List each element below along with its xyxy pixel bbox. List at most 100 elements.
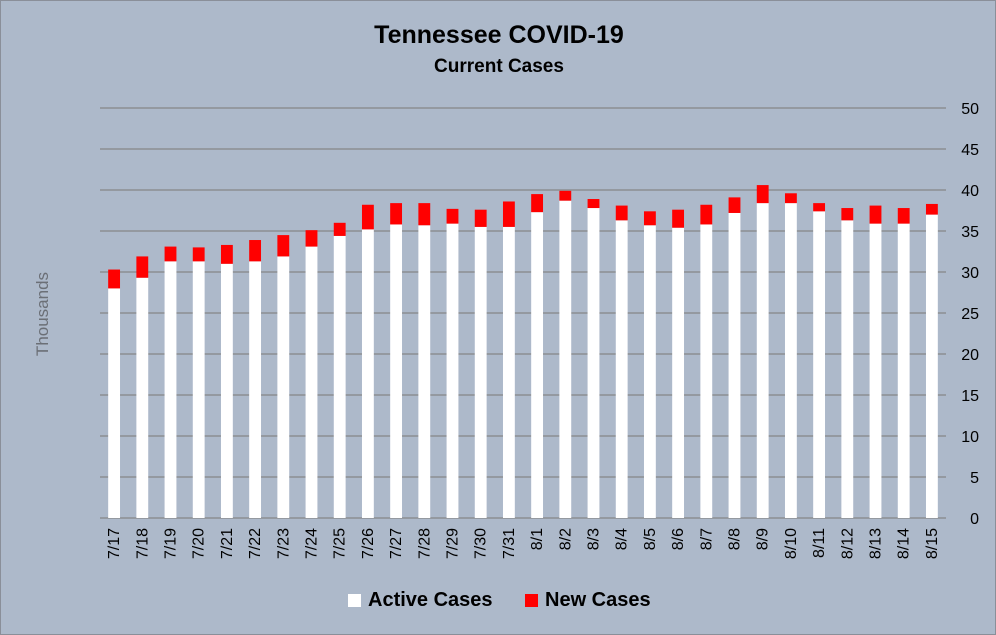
bar-new-cases (728, 197, 741, 213)
x-tick-label: 7/19 (163, 528, 180, 559)
bar-new-cases (841, 208, 854, 221)
bar-active-cases (249, 261, 262, 518)
bar-new-cases (643, 211, 656, 226)
bar-active-cases (784, 203, 797, 518)
bar-new-cases (249, 240, 262, 262)
bar-new-cases (700, 204, 713, 225)
bar-active-cases (897, 223, 910, 518)
bar-active-cases (108, 288, 121, 518)
bar-new-cases (136, 256, 149, 278)
x-tick-label: 7/21 (219, 528, 236, 559)
x-tick-label: 7/24 (304, 528, 321, 559)
y-tick-label: 25 (961, 306, 979, 323)
bar-active-cases (813, 211, 826, 518)
bar-new-cases (813, 203, 826, 212)
x-tick-label: 8/4 (614, 528, 631, 550)
bar-active-cases (756, 203, 769, 518)
x-tick-label: 8/14 (896, 528, 913, 559)
bar-active-cases (418, 225, 431, 518)
bar-active-cases (841, 220, 854, 518)
legend-item-active: Active Cases (348, 589, 493, 612)
bar-new-cases (531, 194, 544, 213)
x-tick-label: 7/20 (191, 528, 208, 559)
bar-active-cases (502, 226, 515, 518)
legend-label-new: New Cases (545, 589, 651, 611)
x-tick-label: 8/1 (529, 528, 546, 550)
bar-active-cases (446, 223, 459, 518)
bar-active-cases (643, 225, 656, 518)
bar-active-cases (672, 227, 685, 518)
y-tick-label: 30 (961, 265, 979, 282)
x-tick-label: 7/31 (501, 528, 518, 559)
x-tick-label: 8/12 (839, 528, 856, 559)
bar-active-cases (164, 261, 177, 518)
bar-active-cases (531, 212, 544, 518)
bar-active-cases (728, 212, 741, 518)
bar-active-cases (361, 229, 374, 519)
bar-new-cases (305, 230, 318, 247)
bar-new-cases (869, 205, 882, 224)
x-tick-label: 8/9 (755, 528, 772, 550)
y-tick-label: 5 (970, 470, 979, 487)
legend-swatch-new (525, 594, 538, 607)
bar-new-cases (390, 203, 403, 225)
bar-new-cases (192, 247, 205, 262)
x-tick-label: 7/26 (360, 528, 377, 559)
bar-new-cases (502, 201, 515, 227)
y-tick-label: 10 (961, 429, 979, 446)
x-tick-label: 7/27 (388, 528, 405, 559)
y-tick-label: 45 (961, 142, 979, 159)
bar-active-cases (192, 261, 205, 518)
x-tick-label: 8/13 (868, 528, 885, 559)
x-tick-label: 7/18 (134, 528, 151, 559)
bar-active-cases (277, 256, 290, 518)
bar-active-cases (305, 246, 318, 518)
bar-active-cases (559, 200, 572, 518)
bar-new-cases (897, 208, 910, 224)
x-tick-label: 7/29 (445, 528, 462, 559)
bar-new-cases (418, 203, 431, 226)
bar-new-cases (784, 193, 797, 204)
bar-new-cases (361, 204, 374, 230)
chart-title: Tennessee COVID-19 (374, 21, 624, 49)
bar-active-cases (220, 263, 233, 518)
bar-new-cases (277, 235, 290, 257)
x-tick-label: 8/8 (727, 528, 744, 550)
bar-active-cases (925, 214, 938, 518)
x-tick-label: 8/11 (811, 528, 828, 558)
bar-active-cases (615, 220, 628, 518)
x-tick-label: 8/15 (924, 528, 941, 559)
bar-new-cases (615, 205, 628, 221)
bar-new-cases (559, 190, 572, 201)
x-tick-label: 8/2 (557, 528, 574, 550)
bar-new-cases (474, 209, 487, 227)
bar-active-cases (587, 208, 600, 519)
x-tick-label: 7/30 (473, 528, 490, 559)
legend-swatch-active (348, 594, 361, 607)
bar-active-cases (474, 226, 487, 518)
bar-active-cases (136, 277, 149, 518)
x-tick-label: 7/23 (275, 528, 292, 559)
bar-new-cases (220, 244, 233, 264)
bar-new-cases (925, 203, 938, 215)
x-tick-label: 7/22 (247, 528, 264, 559)
x-tick-label: 8/3 (586, 528, 603, 550)
bar-new-cases (756, 185, 769, 204)
bar-new-cases (333, 222, 346, 236)
x-tick-label: 7/25 (332, 528, 349, 559)
x-tick-label: 7/17 (106, 528, 123, 559)
bar-active-cases (390, 224, 403, 518)
bar-active-cases (869, 223, 882, 518)
bar-new-cases (164, 246, 177, 262)
y-tick-label: 20 (961, 347, 979, 364)
bar-new-cases (446, 208, 459, 224)
bar-active-cases (700, 224, 713, 518)
legend-item-new: New Cases (525, 589, 651, 612)
y-tick-label: 40 (961, 183, 979, 200)
chart-subtitle: Current Cases (434, 56, 564, 77)
x-tick-label: 8/5 (642, 528, 659, 550)
bar-new-cases (672, 209, 685, 228)
legend-label-active: Active Cases (368, 589, 493, 611)
